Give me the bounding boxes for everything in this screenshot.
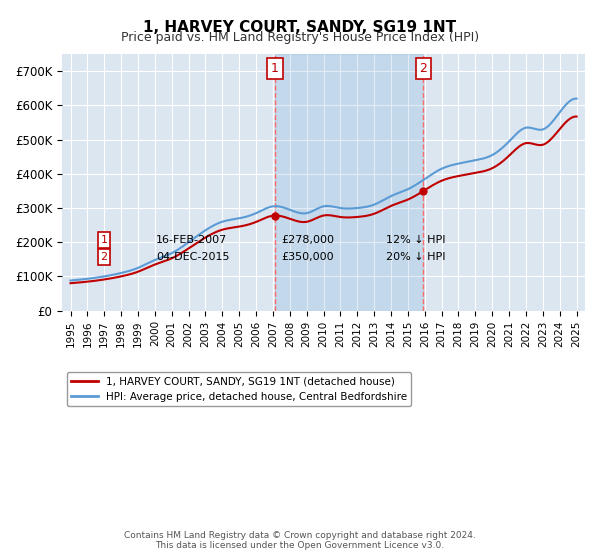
Text: 1: 1 — [271, 62, 279, 75]
Text: 1, HARVEY COURT, SANDY, SG19 1NT: 1, HARVEY COURT, SANDY, SG19 1NT — [143, 20, 457, 35]
Legend: 1, HARVEY COURT, SANDY, SG19 1NT (detached house), HPI: Average price, detached : 1, HARVEY COURT, SANDY, SG19 1NT (detach… — [67, 372, 411, 406]
Text: 04-DEC-2015: 04-DEC-2015 — [156, 252, 230, 262]
Text: Price paid vs. HM Land Registry's House Price Index (HPI): Price paid vs. HM Land Registry's House … — [121, 31, 479, 44]
Bar — [275, 54, 424, 311]
Text: 1: 1 — [100, 235, 107, 245]
Text: £350,000: £350,000 — [282, 252, 334, 262]
Text: 12% ↓ HPI: 12% ↓ HPI — [386, 235, 446, 245]
Text: £278,000: £278,000 — [282, 235, 335, 245]
Text: 2: 2 — [100, 252, 107, 262]
Text: 2: 2 — [419, 62, 427, 75]
Text: Contains HM Land Registry data © Crown copyright and database right 2024.
This d: Contains HM Land Registry data © Crown c… — [124, 530, 476, 550]
Text: 20% ↓ HPI: 20% ↓ HPI — [386, 252, 446, 262]
Text: 16-FEB-2007: 16-FEB-2007 — [156, 235, 227, 245]
